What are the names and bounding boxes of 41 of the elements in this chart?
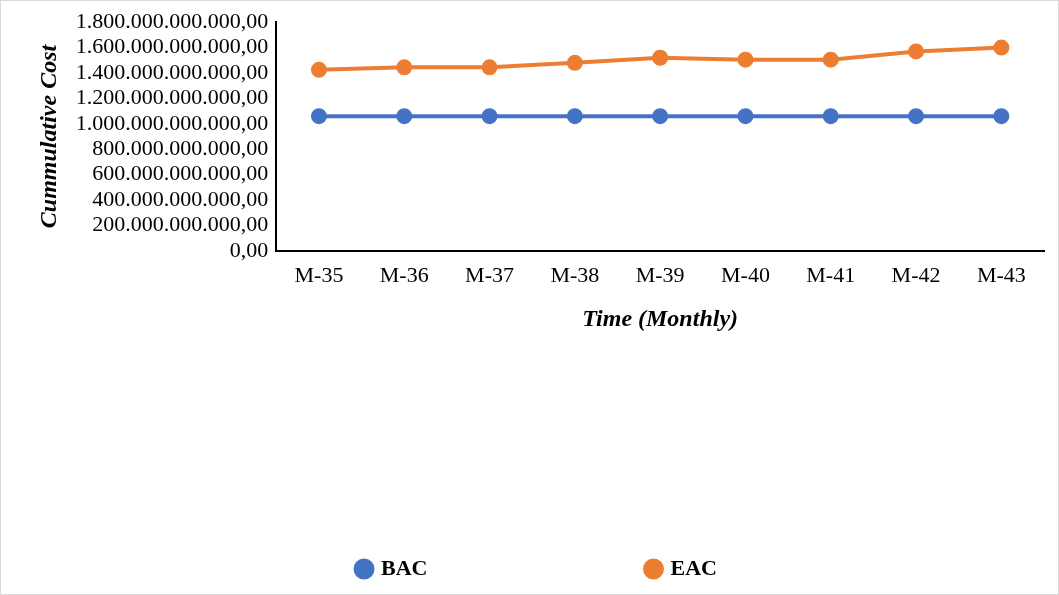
point: [822, 51, 839, 68]
y-tick-label: 0,00: [229, 236, 269, 262]
point: [822, 108, 839, 125]
y-tick-label: 200.000.000.000,00: [92, 211, 269, 237]
point: [993, 39, 1010, 56]
y-tick-label: 1.000.000.000.000,00: [75, 109, 269, 135]
point: [737, 108, 754, 125]
legend-label: BAC: [381, 554, 428, 580]
x-tick-label: M-43: [976, 261, 1026, 287]
point: [481, 59, 498, 76]
x-tick-label: M-38: [550, 261, 600, 287]
x-tick-label: M-35: [294, 261, 344, 287]
x-tick-label: M-42: [891, 261, 941, 287]
point: [481, 108, 498, 125]
point: [396, 108, 413, 125]
point: [908, 43, 925, 60]
point: [908, 108, 925, 125]
x-tick-label: M-40: [721, 261, 770, 287]
point: [310, 61, 327, 78]
point: [652, 108, 669, 125]
point: [993, 108, 1010, 125]
point: [566, 54, 583, 71]
x-tick-label: M-36: [379, 261, 429, 287]
y-axis-title: Cummulative Cost: [34, 43, 61, 229]
point: [737, 51, 754, 68]
x-tick-label: M-41: [806, 261, 856, 287]
point: [310, 108, 327, 125]
y-tick-label: 400.000.000.000,00: [92, 185, 269, 211]
point: [566, 108, 583, 125]
y-tick-label: 1.200.000.000.000,00: [75, 84, 269, 110]
x-tick-label: M-37: [465, 261, 514, 287]
x-axis-title: Time (Monthly): [582, 304, 739, 331]
x-tick-label: M-39: [635, 261, 685, 287]
point: [396, 59, 413, 76]
y-tick-label: 1.600.000.000.000,00: [75, 33, 269, 59]
y-tick-label: 1.400.000.000.000,00: [75, 58, 269, 84]
legend-label: EAC: [670, 554, 717, 580]
y-tick-label: 800.000.000.000,00: [92, 134, 269, 160]
point: [652, 49, 669, 66]
y-tick-label: 1.800.000.000.000,00: [75, 7, 269, 33]
y-tick-label: 600.000.000.000,00: [92, 160, 269, 186]
